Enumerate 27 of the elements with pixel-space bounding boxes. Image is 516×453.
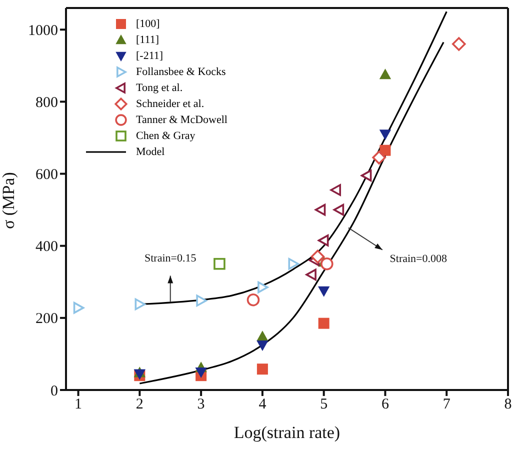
y-tick-label: 1000 xyxy=(28,22,58,39)
y-tick-label: 0 xyxy=(50,383,58,400)
x-tick-label: 6 xyxy=(381,396,390,413)
legend-label: [100] xyxy=(136,18,160,30)
y-tick-label: 600 xyxy=(36,167,58,184)
x-tick-label: 2 xyxy=(136,396,144,413)
y-tick-label: 200 xyxy=(36,311,58,328)
y-axis-title: σ (MPa) xyxy=(0,172,18,229)
legend-label: [111] xyxy=(136,34,160,46)
legend-label: Chen & Gray xyxy=(136,130,196,142)
legend-label: Follansbee & Kocks xyxy=(136,66,226,78)
x-tick-label: 7 xyxy=(442,396,451,413)
x-tick-label: 3 xyxy=(197,396,205,413)
legend-label: Tong et al. xyxy=(136,82,183,94)
x-axis-title: Log(strain rate) xyxy=(234,423,340,442)
x-tick-label: 1 xyxy=(74,396,82,413)
annotation: Strain=0.15 xyxy=(144,252,197,265)
y-tick-label: 800 xyxy=(36,95,58,112)
y-tick-label: 400 xyxy=(36,239,58,256)
legend-label: Model xyxy=(136,146,165,158)
legend-label: [-211] xyxy=(136,50,164,62)
legend-label: Schneider et al. xyxy=(136,98,204,110)
x-tick-label: 5 xyxy=(320,396,328,413)
annotation: Strain=0.008 xyxy=(390,252,448,265)
legend-label: Tanner & McDowell xyxy=(136,114,228,126)
x-tick-label: 4 xyxy=(258,396,267,413)
x-tick-label: 8 xyxy=(504,396,512,413)
